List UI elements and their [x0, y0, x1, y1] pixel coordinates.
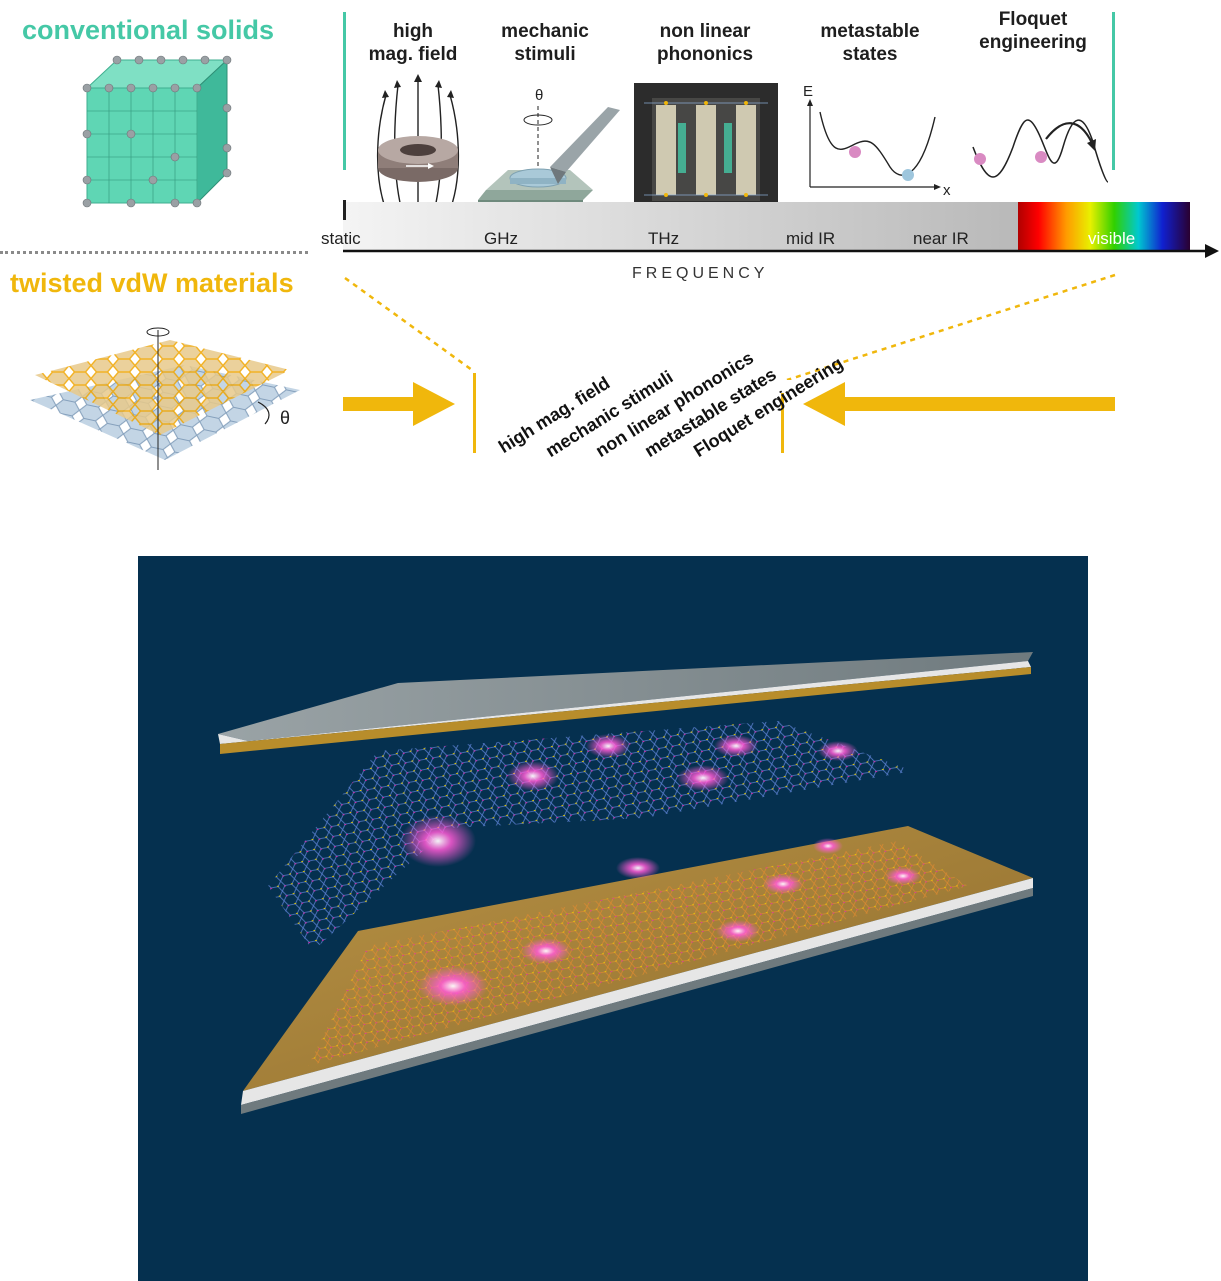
frequency-axis-label: FREQUENCY	[632, 265, 769, 282]
bracket-yellow-left	[473, 373, 476, 453]
bracket-right	[1112, 12, 1115, 170]
arrow-left-icon	[803, 382, 1115, 426]
category-label-floquet-engineering: Floquet engineering	[979, 9, 1087, 53]
category-label-mechanic-stimuli: mechanic stimuli	[501, 21, 589, 65]
category-label-high-mag-field: high mag. field	[368, 21, 458, 65]
twisted-vdw-heading: twisted vdW materials	[10, 268, 294, 298]
bracket-left	[343, 12, 346, 170]
band-label-thz: THz	[648, 229, 680, 248]
phononics-lattice-icon	[634, 83, 778, 216]
zoom-connectors	[344, 273, 1116, 380]
band-label-ghz: GHz	[484, 229, 518, 248]
band-label-near-ir: near IR	[913, 229, 969, 248]
potential-well-icon: E x	[803, 83, 951, 197]
arrow-right-icon	[343, 382, 455, 426]
category-label-non-linear-phononics: non linear phononics	[656, 21, 754, 65]
heterostructure-render	[138, 556, 1088, 1281]
magnet-ring-icon	[376, 74, 460, 216]
position-axis-label: x	[943, 182, 951, 197]
band-label-static: static	[321, 229, 361, 248]
band-label-visible: visible	[1088, 229, 1136, 248]
frequency-spectrum-bar	[343, 200, 1219, 258]
cubic-lattice-icon	[82, 55, 232, 208]
band-label-mid-ir: mid IR	[786, 229, 836, 248]
section-divider	[0, 251, 308, 254]
category-label-metastable-states: metastable states	[820, 21, 920, 65]
floquet-wave-icon	[972, 119, 1109, 183]
conventional-solids-heading: conventional solids	[22, 15, 275, 45]
energy-axis-label: E	[803, 83, 813, 100]
theta-symbol: θ	[535, 87, 543, 104]
bracket-yellow-right	[781, 393, 784, 453]
twist-angle-symbol: θ	[280, 408, 290, 428]
mechanic-stimuli-icon: θ	[478, 87, 620, 208]
twisted-bilayer-icon: θ	[30, 327, 300, 470]
